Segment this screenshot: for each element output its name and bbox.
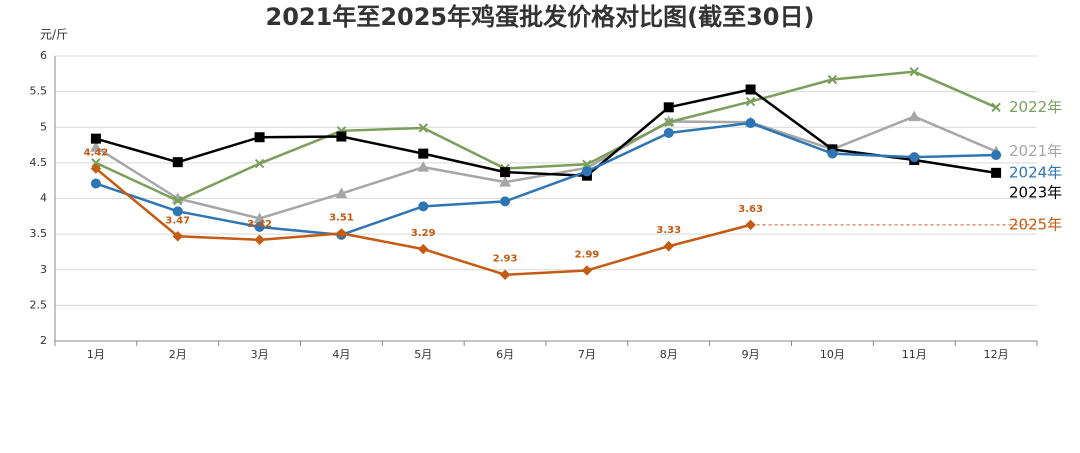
marker (418, 243, 429, 255)
x-tick-label: 12月 (984, 348, 1009, 361)
marker (500, 196, 511, 207)
marker (172, 157, 183, 168)
x-tick-label: 2月 (169, 348, 187, 361)
marker (745, 219, 756, 231)
marker (499, 176, 511, 187)
marker (582, 159, 592, 170)
marker (172, 231, 183, 242)
series-label: 2021年 (1009, 142, 1062, 160)
marker (91, 158, 101, 168)
marker (254, 132, 265, 143)
marker (336, 131, 347, 142)
x-tick-label: 10月 (820, 348, 845, 361)
marker (991, 150, 1002, 161)
marker (90, 141, 102, 152)
marker (663, 102, 674, 113)
series-line (95, 167, 751, 276)
x-tick-label: 5月 (414, 348, 432, 361)
marker (90, 133, 101, 144)
series-label: 2023年 (1009, 183, 1062, 201)
marker (745, 84, 756, 95)
marker (827, 148, 838, 159)
data-label: 3.29 (411, 228, 436, 239)
series-label: 2022年 (1009, 98, 1062, 116)
x-tick-label: 4月 (332, 348, 350, 361)
marker (499, 269, 511, 280)
marker (581, 166, 592, 177)
marker (336, 228, 347, 239)
chart-title: 2021年至2025年鸡蛋批发价格对比图(截至30日) (266, 3, 815, 31)
data-label: 2.99 (575, 249, 600, 260)
y-tick-label: 5 (40, 120, 47, 133)
marker (172, 206, 183, 217)
x-tick-label: 6月 (496, 348, 514, 361)
marker (335, 187, 348, 199)
y-tick-label: 3 (40, 263, 47, 276)
marker (418, 148, 429, 159)
marker (90, 163, 102, 174)
x-tick-label: 11月 (902, 348, 927, 361)
marker (90, 178, 101, 189)
marker (909, 66, 919, 77)
marker (254, 234, 265, 246)
y-tick-label: 3.5 (30, 227, 48, 240)
marker (581, 265, 593, 276)
data-label: 3.63 (738, 204, 763, 215)
data-label: 3.51 (329, 212, 354, 223)
marker (663, 127, 674, 138)
x-tick-label: 1月 (87, 348, 105, 361)
marker (418, 123, 428, 133)
x-tick-label: 3月 (251, 348, 269, 361)
series-label: 2024年 (1009, 164, 1062, 182)
y-tick-label: 2.5 (30, 298, 48, 311)
series-line (95, 70, 997, 202)
data-label: 4.42 (84, 148, 109, 159)
marker (745, 96, 756, 107)
x-tick-label: 7月 (578, 348, 596, 361)
data-label: 3.47 (165, 215, 190, 226)
data-label: 3.33 (656, 225, 681, 236)
series-line (95, 88, 997, 177)
x-tick-label: 9月 (742, 348, 760, 361)
marker (417, 161, 430, 172)
marker (991, 102, 1001, 113)
marker (664, 117, 674, 127)
marker (827, 74, 838, 85)
marker (908, 110, 921, 122)
marker (909, 152, 920, 163)
marker (254, 158, 265, 169)
y-tick-label: 4 (40, 192, 47, 205)
marker (745, 117, 756, 128)
marker (991, 167, 1002, 178)
marker (173, 195, 183, 206)
marker (254, 222, 265, 232)
marker (500, 167, 511, 178)
marker (663, 241, 674, 252)
y-tick-label: 6 (40, 49, 47, 62)
data-label: 2.93 (493, 254, 518, 265)
x-tick-label: 8月 (660, 348, 678, 361)
marker (418, 201, 429, 212)
y-axis-label: 元/斤 (40, 28, 68, 42)
y-tick-label: 2 (40, 334, 47, 347)
series-label: 2025年 (1009, 215, 1062, 233)
y-tick-label: 4.5 (30, 156, 48, 169)
data-label: 3.42 (247, 219, 272, 230)
y-tick-label: 5.5 (30, 85, 48, 98)
series-line (95, 121, 997, 237)
